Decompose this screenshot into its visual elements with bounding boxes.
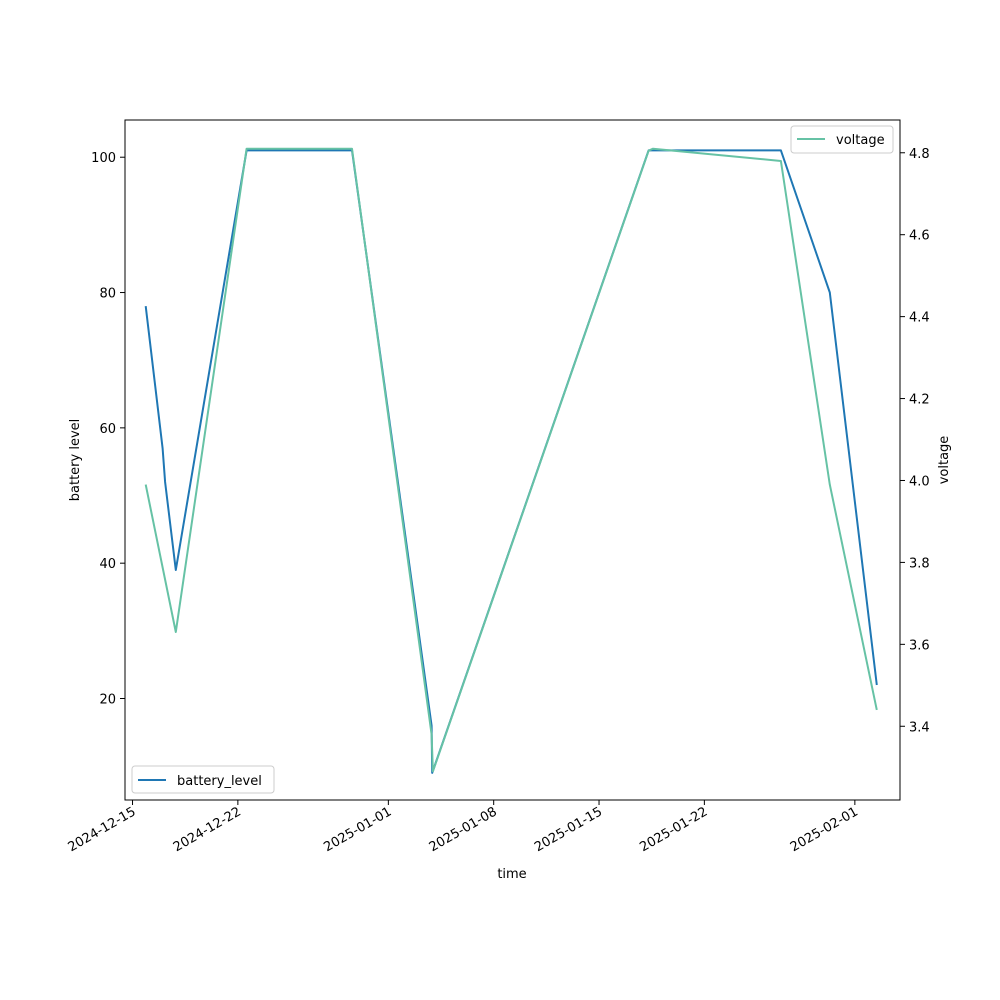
left-y-tick-label: 20 (99, 693, 116, 708)
legend-battery-level: battery_level (131, 765, 275, 794)
x-axis-label: time (497, 867, 526, 882)
right-y-tick-label: 4.0 (909, 474, 930, 489)
x-tick-label: 2025-01-15 (532, 804, 605, 855)
legend-label: voltage (836, 133, 885, 148)
left-y-axis-ticks: 20 40 60 80 100 (91, 151, 125, 708)
legend-box (131, 765, 275, 794)
legend-box (790, 125, 894, 154)
left-y-axis-label: battery level (68, 419, 83, 502)
right-y-tick-label: 4.6 (909, 229, 930, 244)
x-tick-label: 2025-01-22 (637, 804, 710, 855)
right-y-axis-label: voltage (937, 436, 952, 485)
right-y-tick-label: 4.8 (909, 147, 930, 162)
right-y-tick-label: 4.4 (909, 311, 930, 326)
right-y-tick-label: 3.8 (909, 556, 930, 571)
x-tick-label: 2025-01-01 (321, 804, 394, 855)
left-y-tick-label: 80 (99, 287, 116, 302)
plot-lines (144, 147, 878, 774)
series-line-battery_level (144, 149, 878, 774)
left-y-tick-label: 60 (99, 422, 116, 437)
x-tick-label: 2024-12-15 (66, 804, 139, 855)
x-tick-label: 2024-12-22 (171, 804, 244, 855)
right-y-axis-ticks: 3.4 3.6 3.8 4.0 4.2 4.4 4.6 4.8 (900, 147, 930, 735)
x-tick-label: 2025-01-08 (427, 804, 500, 855)
right-y-tick-label: 3.6 (909, 638, 930, 653)
series-line-voltage (144, 147, 878, 773)
x-tick-label: 2025-02-01 (788, 804, 861, 855)
right-y-tick-label: 4.2 (909, 393, 930, 408)
x-axis-ticks: 2024-12-15 2024-12-22 2025-01-01 2025-01-08… (66, 800, 861, 855)
right-y-tick-label: 3.4 (909, 720, 930, 735)
legend-voltage: voltage (790, 125, 894, 154)
plot-frame (124, 119, 901, 801)
legend-label: battery_level (177, 774, 262, 789)
left-y-tick-label: 100 (91, 151, 116, 166)
left-y-tick-label: 40 (99, 557, 116, 572)
